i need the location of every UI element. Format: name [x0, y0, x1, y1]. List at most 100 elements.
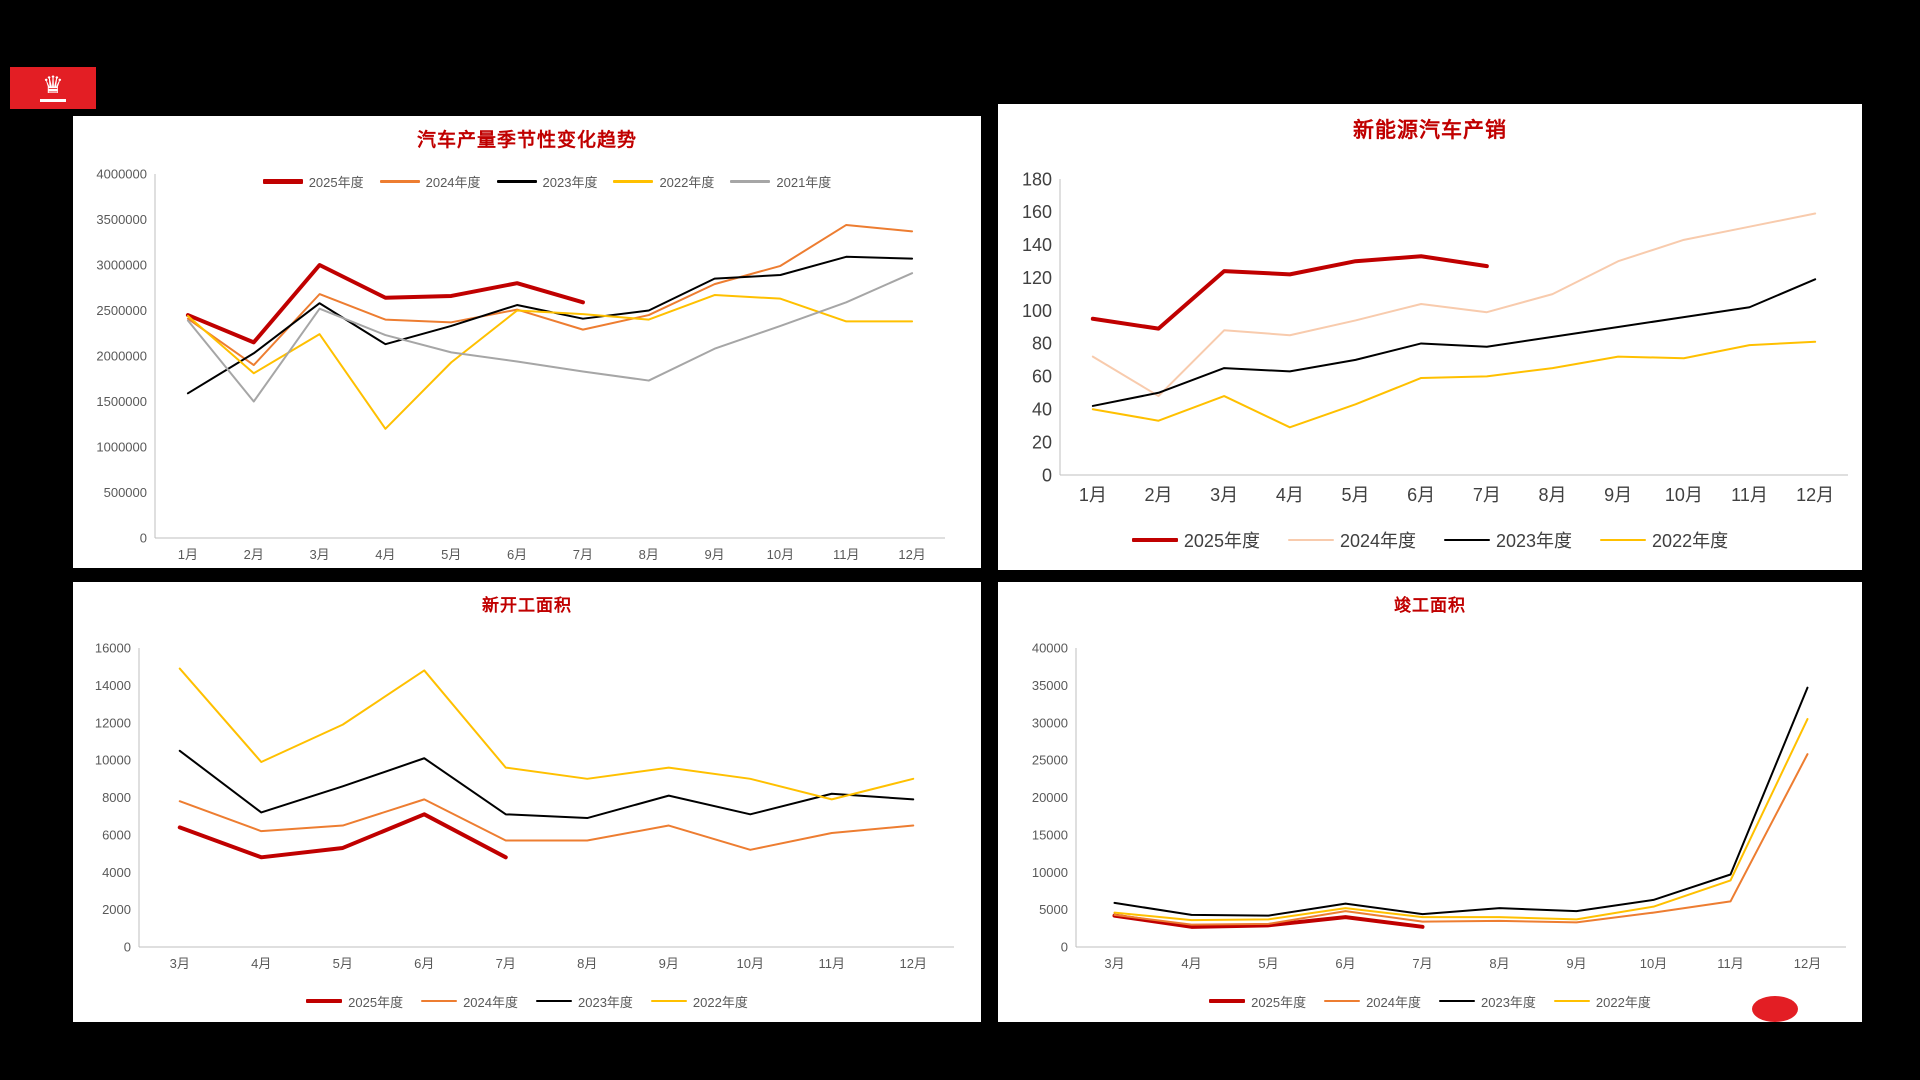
chart-title: 竣工面积 [1394, 596, 1466, 615]
x-tick-label: 11月 [1717, 956, 1744, 971]
legend-label: 2022年度 [659, 175, 715, 190]
x-tick-label: 1月 [1079, 485, 1107, 505]
legend-line-swatch [306, 998, 343, 1004]
y-tick-label: 60 [1032, 367, 1052, 387]
series-line [178, 798, 915, 851]
x-tick-label: 3月 [170, 956, 190, 971]
chart-panel-new-construction-area: 新开工面积 0 2000 4000 6000 8000 10000 12000 14000 16… [73, 582, 981, 1022]
y-tick-label: 6000 [102, 827, 131, 842]
x-tick-label: 4月 [1181, 956, 1201, 971]
legend-item: 2025年度 [1209, 992, 1306, 1011]
series-line [1091, 278, 1817, 407]
legend-label: 2022年度 [1652, 531, 1729, 551]
x-tick-label: 5月 [441, 547, 461, 562]
y-tick-label: 3500000 [96, 212, 147, 227]
chart-title: 汽车产量季节性变化趋势 [416, 130, 637, 151]
y-tick-label: 40000 [1032, 641, 1068, 656]
x-tick-label: 10月 [1640, 956, 1667, 971]
chart-legend: 2025年度 2024年度 2023年度 2022年度 2021年度 [143, 172, 951, 191]
legend-label: 2024年度 [1339, 531, 1416, 551]
legend-item: 2023年度 [496, 172, 597, 191]
legend-item: 2023年度 [1444, 527, 1572, 553]
x-tick-label: 7月 [1412, 956, 1432, 971]
x-tick-label: 11月 [1731, 485, 1768, 505]
legend-label: 2025年度 [1251, 994, 1307, 1010]
x-tick-label: 9月 [704, 547, 724, 562]
plot-area: 0 20 40 60 80 100 120 140 160 180 1月 2月 3月 4月 5月 6月 7月 8月… [998, 144, 1862, 510]
x-tick-label: 3月 [1104, 956, 1124, 971]
series-line [185, 263, 585, 345]
x-tick-label: 4月 [1276, 485, 1304, 505]
x-tick-label: 10月 [767, 547, 794, 562]
line-chart-svg: 0 5000 10000 15000 20000 25000 30000 35000 40000… [1032, 641, 1846, 971]
legend-item: 2025年度 [262, 172, 364, 191]
legend-label: 2025年度 [308, 175, 364, 190]
y-tick-label: 140 [1022, 235, 1052, 255]
y-tick-label: 15000 [1032, 827, 1068, 842]
y-tick-label: 500000 [104, 485, 147, 500]
series-line [1090, 254, 1489, 331]
x-tick-label: 1月 [178, 547, 198, 562]
y-tick-label: 1000000 [96, 440, 147, 455]
x-tick-label: 12月 [1796, 485, 1834, 505]
x-tick-label: 3月 [309, 547, 329, 562]
y-tick-label: 0 [1042, 465, 1052, 485]
y-tick-label: 3000000 [96, 258, 147, 273]
y-tick-label: 5000 [1039, 902, 1068, 917]
legend-label: 2024年度 [425, 175, 481, 190]
y-tick-label: 120 [1022, 268, 1052, 288]
legend-line-swatch [730, 180, 771, 183]
x-tick-label: 6月 [1407, 485, 1435, 505]
plot-area: 0 2000 4000 6000 8000 10000 12000 14000 16000 3月 4… [73, 616, 981, 980]
series-line [1113, 686, 1809, 917]
series-line [178, 749, 915, 820]
y-tick-label: 2500000 [96, 303, 147, 318]
red-dot-decor [1752, 996, 1798, 1022]
legend-line-swatch [1553, 999, 1590, 1003]
x-tick-label: 5月 [1341, 485, 1369, 505]
legend-item: 2022年度 [650, 992, 748, 1011]
legend-item: 2024年度 [1287, 527, 1416, 553]
x-tick-label: 5月 [333, 956, 353, 971]
x-tick-label: 5月 [1258, 956, 1278, 971]
plot-area: 0 5000 10000 15000 20000 25000 30000 35000 40000… [998, 616, 1862, 980]
x-tick-label: 9月 [659, 956, 679, 971]
legend-item: 2025年度 [306, 992, 403, 1011]
x-tick-label: 11月 [833, 547, 860, 562]
legend-line-swatch [613, 180, 654, 183]
y-tick-label: 80 [1032, 334, 1052, 354]
x-tick-label: 12月 [900, 956, 927, 971]
y-tick-label: 2000 [102, 902, 131, 917]
legend-item: 2023年度 [536, 992, 633, 1011]
chart-panel-auto-production-seasonality: 汽车产量季节性变化趋势 0 500000 1000000 1500000 2000000… [73, 116, 981, 568]
legend-label: 2023年度 [1496, 531, 1573, 551]
legend-label: 2022年度 [1595, 994, 1651, 1010]
crown-underline-bar [40, 99, 66, 102]
series-line [1113, 718, 1809, 922]
legend-line-swatch [536, 999, 572, 1003]
legend-label: 2023年度 [578, 994, 633, 1010]
x-tick-label: 8月 [577, 956, 597, 971]
y-tick-label: 20 [1032, 432, 1052, 452]
chart-legend: 2025年度 2024年度 2023年度 2022年度 [998, 510, 1862, 570]
y-tick-label: 8000 [102, 790, 131, 805]
y-tick-label: 20000 [1032, 790, 1068, 805]
y-tick-label: 160 [1022, 202, 1052, 222]
legend-line-swatch [1324, 999, 1361, 1003]
x-tick-label: 7月 [1473, 485, 1501, 505]
y-tick-label: 40 [1032, 400, 1052, 420]
y-tick-label: 4000000 [96, 167, 147, 182]
y-tick-label: 4000 [102, 865, 131, 880]
x-tick-label: 10月 [737, 956, 764, 971]
crown-icon: ♛ [42, 72, 64, 99]
legend-label: 2022年度 [692, 994, 748, 1010]
legend-item: 2024年度 [1324, 992, 1421, 1011]
x-tick-label: 11月 [819, 956, 846, 971]
legend-item: 2022年度 [613, 172, 714, 191]
y-tick-label: 100 [1022, 301, 1052, 321]
series-line [1113, 753, 1809, 926]
series-line [1112, 913, 1425, 929]
line-chart-svg: 0 20 40 60 80 100 120 140 160 180 1月 2月 3月 4月 5月 6月 7月 8月… [1022, 169, 1848, 505]
legend-item: 2023年度 [1439, 992, 1536, 1011]
legend-item: 2024年度 [379, 172, 481, 191]
